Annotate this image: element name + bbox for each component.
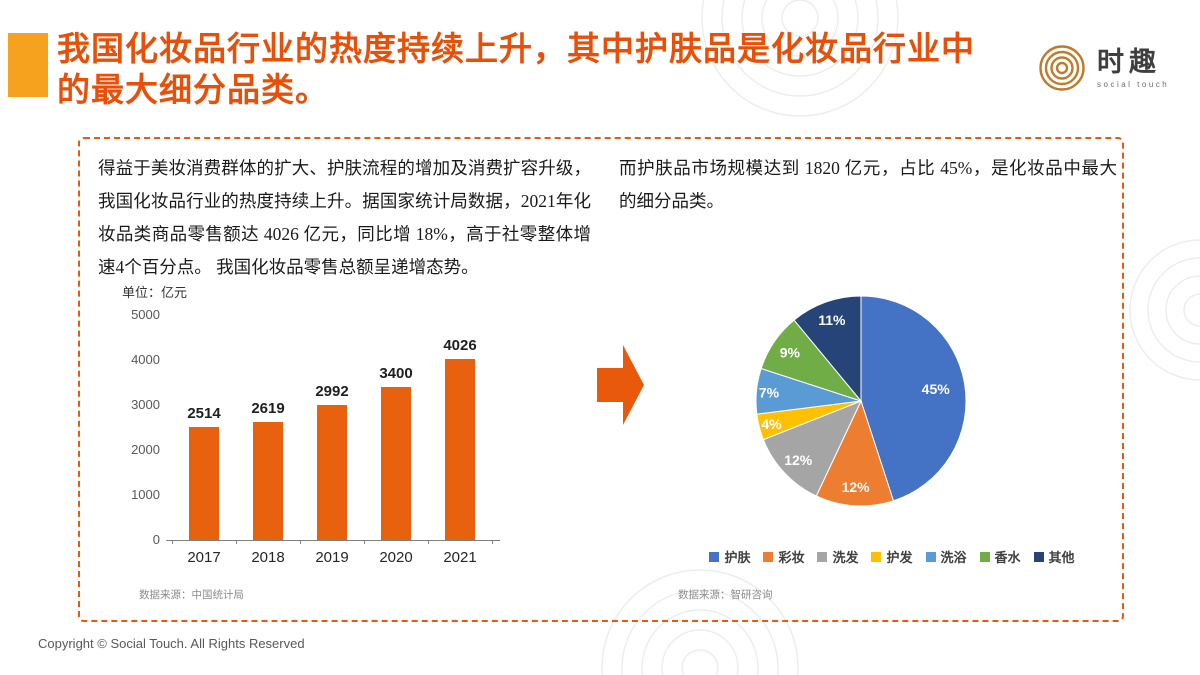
bar-axis-tick xyxy=(172,540,173,544)
bar-axis-tick xyxy=(300,540,301,544)
bar-value-label: 2619 xyxy=(251,400,285,418)
bar-2021 xyxy=(445,358,475,540)
bar-value-label: 2992 xyxy=(315,383,349,401)
legend-swatch xyxy=(979,551,990,562)
bar-ytick-label: 0 xyxy=(152,532,160,547)
bar-2020 xyxy=(381,387,411,540)
bar-category-label: 2017 xyxy=(187,549,221,566)
bar-axis-line xyxy=(166,540,500,541)
bar-value-label: 4026 xyxy=(443,336,477,354)
pie-value-label: 4% xyxy=(761,416,782,432)
legend-item-洗浴: 洗浴 xyxy=(925,547,967,566)
logo-name: 时趣 xyxy=(1097,47,1161,77)
copyright-text: Copyright © Social Touch. All Rights Res… xyxy=(38,636,305,651)
logo-subtext: social touch xyxy=(1097,80,1170,89)
left-paragraph: 得益于美妆消费群体的扩大、护肤流程的增加及消费扩容升级，我国化妆品行业的热度持续… xyxy=(98,158,591,277)
bar-ytick-label: 1000 xyxy=(131,487,160,502)
page-title-line2: 的最大细分品类。 xyxy=(57,71,329,108)
bar-value-label: 3400 xyxy=(379,365,413,382)
brand-logo: 时趣 social touch xyxy=(1036,42,1169,94)
bar-2017 xyxy=(189,426,219,540)
bar-2018 xyxy=(253,422,283,540)
legend-item-彩妆: 彩妆 xyxy=(763,547,804,566)
pie-slice-洗发 xyxy=(762,400,862,497)
legend-label: 洗浴 xyxy=(940,550,967,565)
legend-item-护肤: 护肤 xyxy=(709,547,750,566)
page-title-line1: 我国化妆品行业的热度持续上升，其中护肤品是化妆品行业中 xyxy=(57,30,975,67)
bar-plot: 0 1000 2000 3000 4000 5000 2514 2017 2619 2018 299… xyxy=(116,307,518,573)
bar-axis-tick xyxy=(428,540,429,544)
pie-slice-彩妆 xyxy=(815,399,895,507)
bar-chart-unit-label: 单位：亿元 xyxy=(122,285,188,300)
bar-ytick-label: 4000 xyxy=(131,352,160,367)
pie-slice-其他 xyxy=(793,295,862,403)
pie-svg: 45% 12% 12% 4% 7% 9% 11% xyxy=(755,295,967,507)
legend-item-护发: 护发 xyxy=(871,547,913,566)
bar-category-label: 2020 xyxy=(379,549,413,566)
legend-item-其他: 其他 xyxy=(1033,547,1075,566)
pie-value-label: 12% xyxy=(842,479,871,495)
content-panel: 得益于美妆消费群体的扩大、护肤流程的增加及消费扩容升级，我国化妆品行业的热度持续… xyxy=(78,137,1124,622)
bar-2019 xyxy=(317,405,347,540)
legend-swatch xyxy=(1033,551,1044,562)
pie-legend: 护肤 彩妆 洗发 护发 洗浴 香水 其他 xyxy=(657,547,1127,566)
bar-axis-tick xyxy=(492,540,493,544)
legend-label: 护肤 xyxy=(724,550,751,565)
bar-chart-source: 数据来源：中国统计局 xyxy=(139,589,244,601)
pie-value-label: 11% xyxy=(818,312,846,328)
bar-value-label: 2514 xyxy=(187,404,221,422)
bar-ytick-label: 2000 xyxy=(131,442,160,457)
legend-label: 洗发 xyxy=(832,550,859,565)
pie-value-label: 7% xyxy=(759,384,780,400)
pie-slice-护肤 xyxy=(860,295,967,502)
legend-swatch xyxy=(763,551,774,562)
right-paragraph: 而护肤品市场规模达到 1820 亿元，占比 45%，是化妆品中最大的细分品类。 xyxy=(619,158,1117,211)
legend-swatch xyxy=(871,551,882,562)
bar-category-label: 2019 xyxy=(315,549,349,566)
legend-swatch xyxy=(709,551,720,562)
legend-label: 护发 xyxy=(886,550,913,565)
bar-ytick-label: 5000 xyxy=(131,307,160,322)
bar-category-label: 2021 xyxy=(443,549,477,566)
pie-value-label: 9% xyxy=(780,345,801,361)
bar-category-label: 2018 xyxy=(251,549,285,566)
legend-label: 香水 xyxy=(994,550,1021,565)
pie-chart-source: 数据来源：智研咨询 xyxy=(678,589,773,601)
right-arrow-icon xyxy=(597,345,644,425)
bar-axis-tick xyxy=(364,540,365,544)
legend-swatch xyxy=(925,551,936,562)
legend-swatch xyxy=(817,551,828,562)
bar-ytick-label: 3000 xyxy=(131,397,160,412)
legend-label: 其他 xyxy=(1048,550,1075,565)
legend-item-洗发: 洗发 xyxy=(817,547,858,566)
header-accent-square xyxy=(8,33,48,97)
pie-value-label: 45% xyxy=(922,381,951,397)
pie-value-label: 12% xyxy=(784,452,813,468)
page-title: 我国化妆品行业的热度持续上升，其中护肤品是化妆品行业中 的最大细分品类。 xyxy=(57,28,1022,110)
legend-item-香水: 香水 xyxy=(979,547,1021,566)
legend-label: 彩妆 xyxy=(778,550,805,565)
bar-axis-tick xyxy=(236,540,237,544)
ripple-logo-icon xyxy=(1036,42,1088,94)
